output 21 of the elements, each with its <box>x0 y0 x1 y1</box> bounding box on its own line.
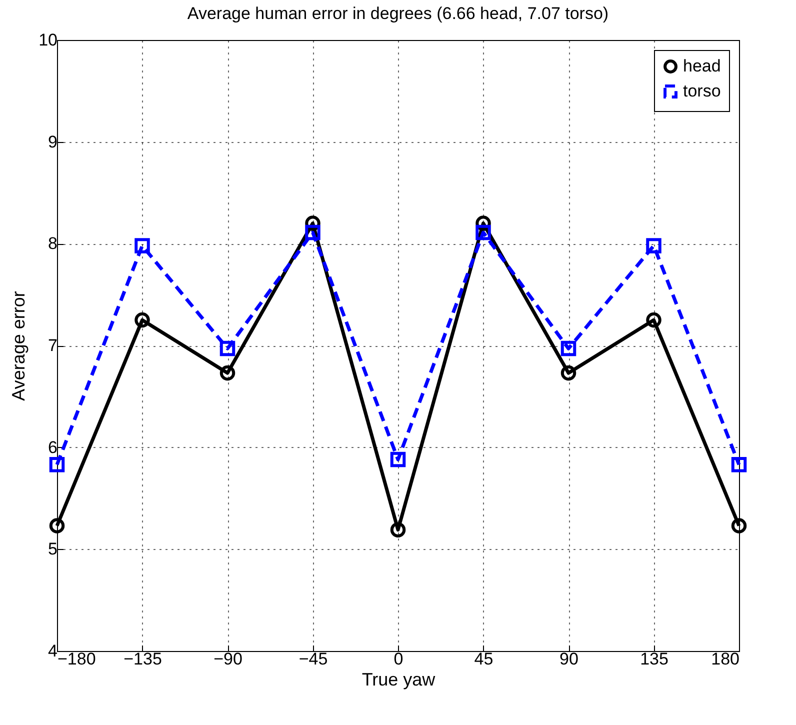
x-tick-label: 180 <box>711 650 740 668</box>
y-tick-label: 7 <box>48 336 58 355</box>
x-tick-label: 135 <box>640 650 668 668</box>
x-tick-label: 0 <box>394 650 404 668</box>
x-tick-label: −45 <box>298 650 328 668</box>
chart-title: Average human error in degrees (6.66 head, 7.07 torso) <box>187 4 609 23</box>
y-axis-title: Average error <box>8 291 29 401</box>
y-tick-label: 4 <box>48 642 58 660</box>
x-tick-label: 90 <box>560 650 578 668</box>
legend-label: head <box>683 56 721 76</box>
x-axis-title: True yaw <box>362 670 436 690</box>
legend-label: torso <box>683 82 721 100</box>
y-tick-label: 6 <box>48 438 58 457</box>
x-tick-label: −135 <box>124 650 162 668</box>
y-tick-label: 5 <box>48 540 58 559</box>
x-tick-label: −90 <box>214 650 242 668</box>
x-tick-label: −180 <box>58 650 96 668</box>
y-tick-label: 10 <box>38 30 58 50</box>
x-tick-label: 45 <box>474 650 494 668</box>
y-tick-label: 9 <box>48 132 58 152</box>
y-tick-label: 8 <box>48 234 58 254</box>
